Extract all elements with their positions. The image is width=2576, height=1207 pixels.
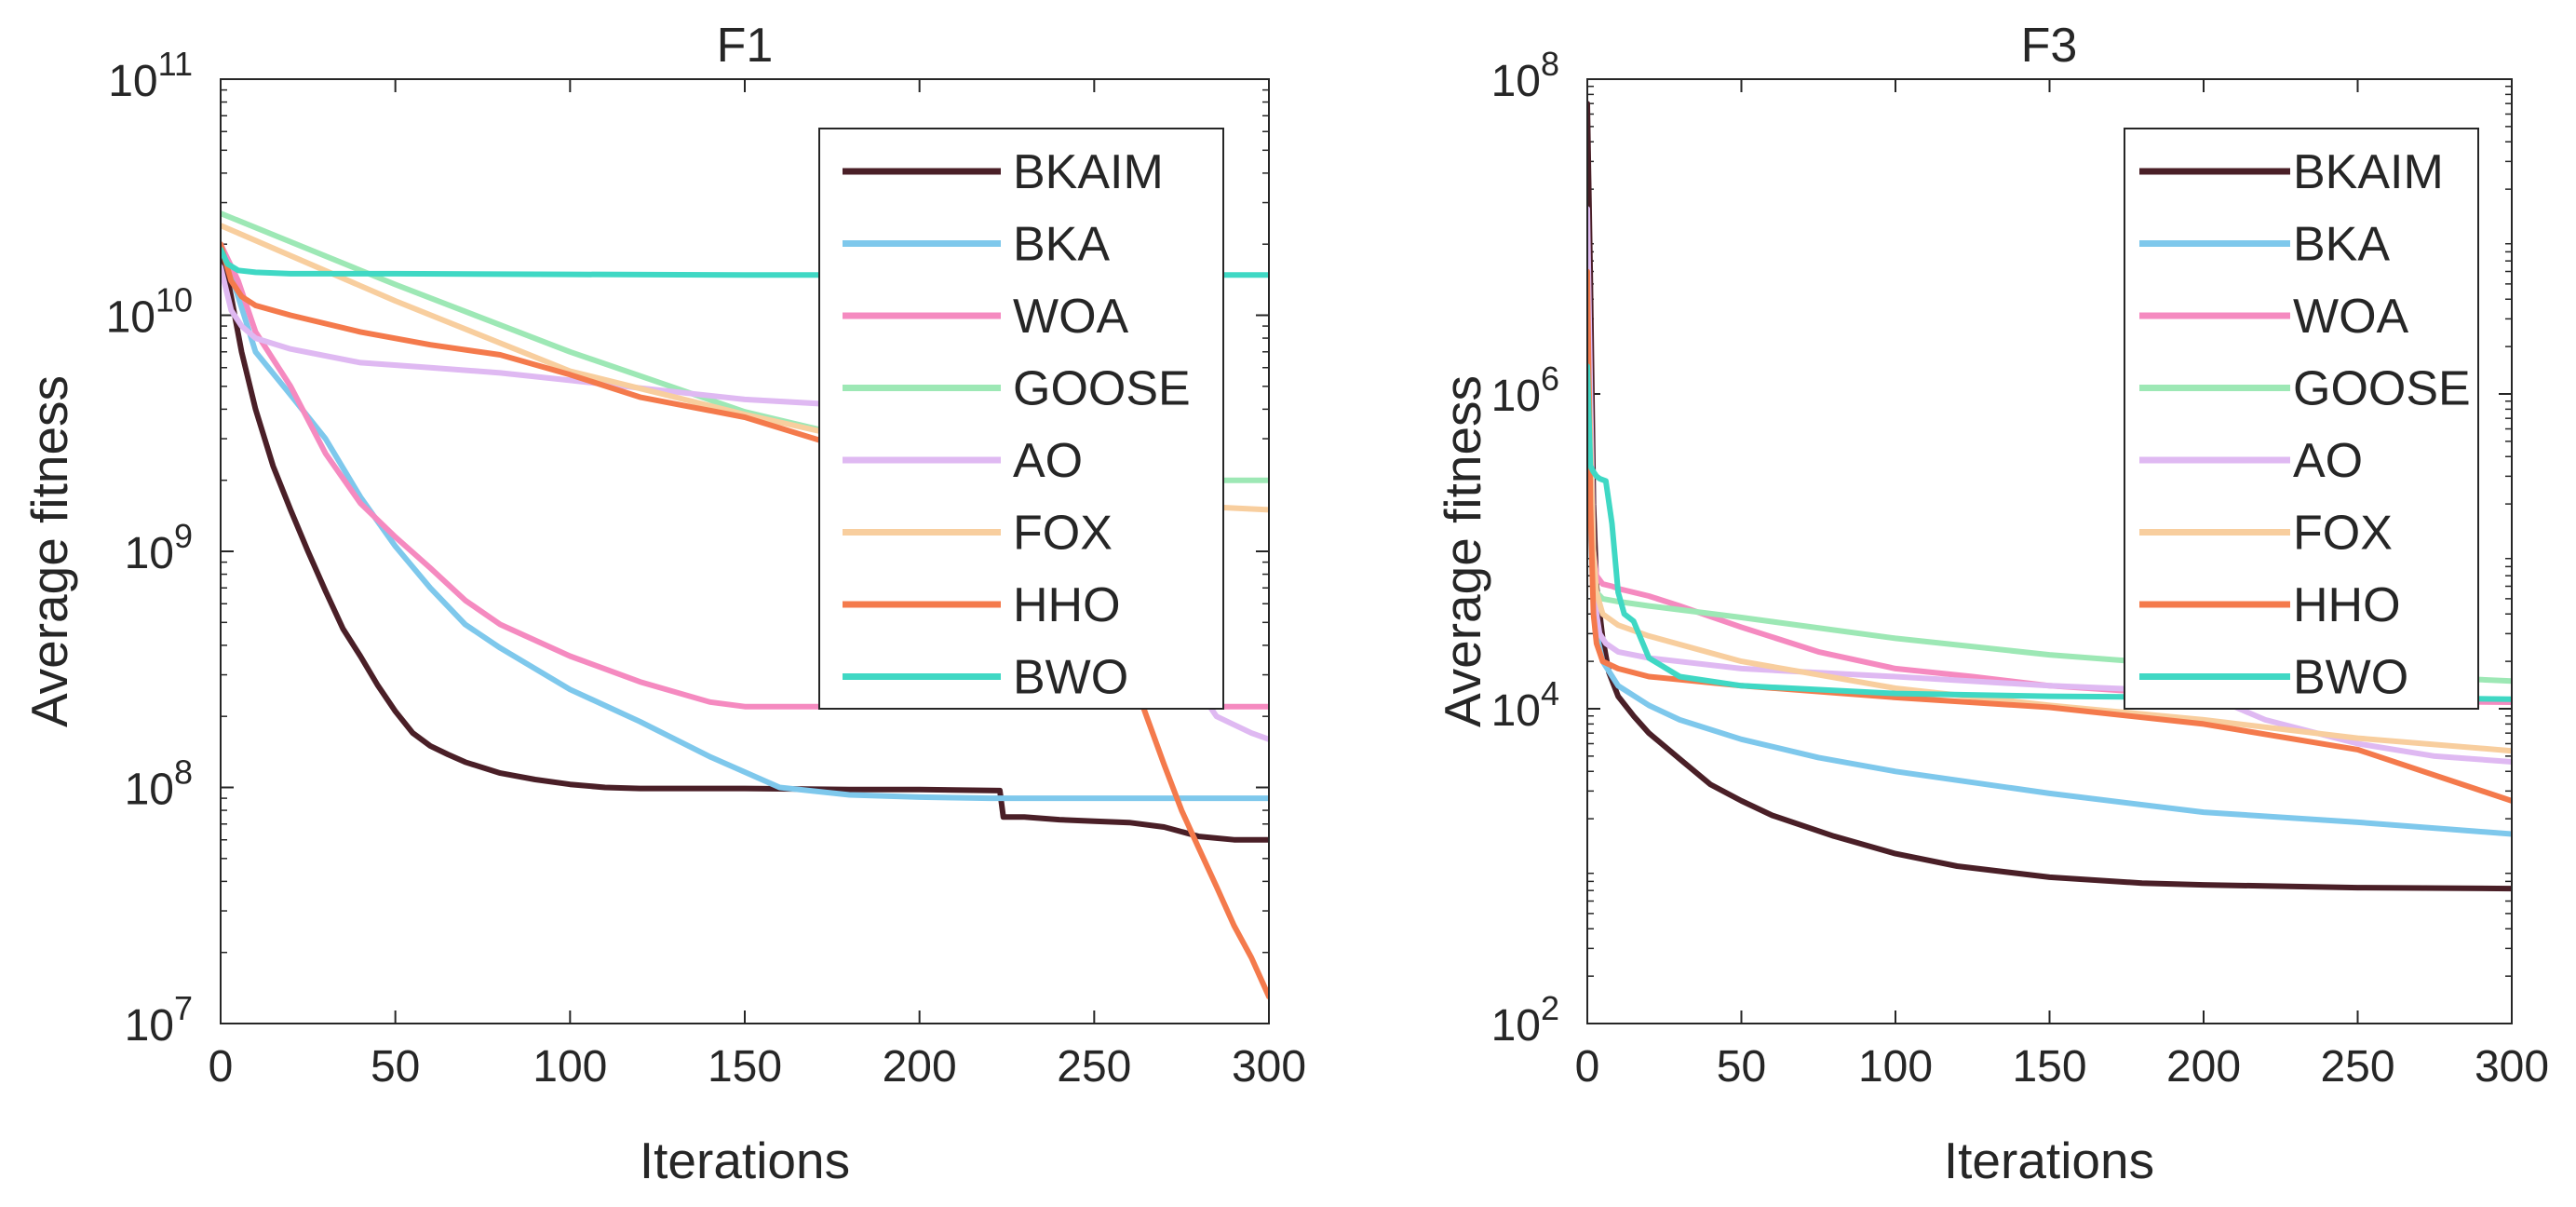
legend-label: GOOSE: [2293, 362, 2471, 416]
legend-label: BWO: [2293, 651, 2408, 705]
legend-label: WOA: [2293, 290, 2409, 344]
legend-label: HHO: [1013, 578, 1121, 632]
y-axis-label: Average fitness: [20, 375, 78, 727]
y-tick-label: 102: [1491, 989, 1559, 1051]
x-tick-label: 200: [2166, 1042, 2241, 1092]
x-tick-label: 0: [1575, 1042, 1600, 1092]
x-axis-label: Iterations: [640, 1132, 850, 1189]
chart-panel-f1: F1 0 50 100 150 200 250 300 107 108 109 1010 1011 I…: [20, 19, 1306, 1189]
y-tick-label: 109: [125, 517, 193, 578]
x-tick-label: 250: [1057, 1042, 1131, 1092]
legend-label: BKA: [1013, 218, 1110, 272]
x-axis-label: Iterations: [1944, 1132, 2154, 1189]
x-tick-label: 100: [1858, 1042, 1933, 1092]
x-tick-label: 50: [1717, 1042, 1766, 1092]
legend-label: HHO: [2293, 578, 2401, 632]
series-line-bkaim: [221, 241, 1269, 843]
legend-label: AO: [1013, 434, 1083, 488]
series-line-bwo: [1587, 363, 2512, 702]
x-tick-label: 300: [2475, 1042, 2549, 1092]
legend-label: BKAIM: [2293, 145, 2444, 199]
y-axis-label: Average fitness: [1434, 375, 1491, 727]
chart-panel-f3: F3 0 50 100 150 200 250 300 102 104 106 108 Iterat…: [1434, 19, 2549, 1189]
series-line-woa: [221, 241, 1269, 710]
chart-title: F1: [717, 19, 774, 73]
legend-label: BKA: [2293, 218, 2390, 272]
y-tick-label: 1011: [108, 45, 193, 106]
axes-box: [1586, 78, 2513, 1024]
legend-label: WOA: [1013, 290, 1129, 344]
y-tick-label: 106: [1491, 359, 1559, 421]
x-tick-label: 150: [708, 1042, 782, 1092]
y-tick-label: 107: [125, 989, 193, 1051]
legend-label: AO: [2293, 434, 2363, 488]
y-tick-label: 108: [1491, 45, 1559, 106]
legend-label: BKAIM: [1013, 145, 1164, 199]
y-tick-label: 108: [125, 753, 193, 815]
x-tick-label: 250: [2320, 1042, 2394, 1092]
legend-box: [2124, 128, 2479, 710]
legend-label: FOX: [2293, 507, 2393, 561]
x-tick-label: 150: [2012, 1042, 2086, 1092]
chart-title: F3: [2021, 19, 2078, 73]
series-line-bka: [221, 241, 1269, 802]
legend-box: [818, 128, 1224, 710]
x-tick-label: 0: [209, 1042, 234, 1092]
x-tick-label: 300: [1232, 1042, 1306, 1092]
axes-box: [220, 78, 1270, 1024]
series-line-hho: [1587, 268, 2512, 804]
y-tick-label: 1010: [106, 281, 193, 343]
legend-label: FOX: [1013, 507, 1113, 561]
legend-label: BWO: [1013, 651, 1128, 705]
x-tick-label: 200: [883, 1042, 957, 1092]
legend-label: GOOSE: [1013, 362, 1191, 416]
x-tick-label: 100: [533, 1042, 607, 1092]
y-tick-label: 104: [1491, 674, 1559, 736]
x-tick-label: 50: [371, 1042, 420, 1092]
